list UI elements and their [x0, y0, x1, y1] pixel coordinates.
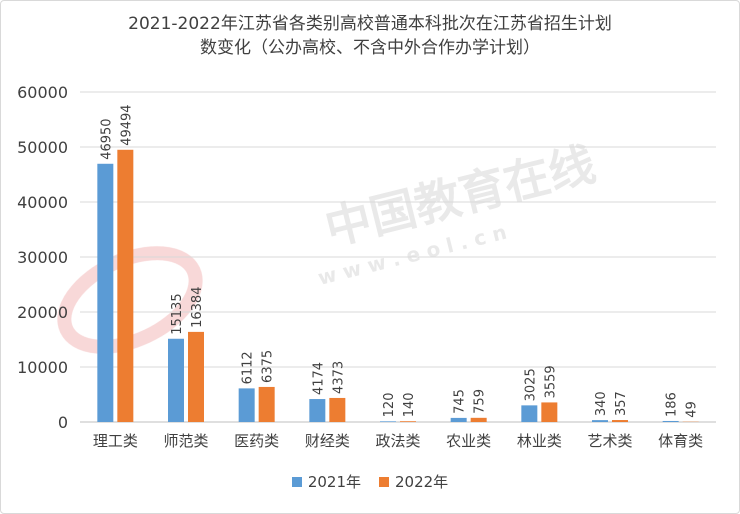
bar-2022年-农业类	[470, 417, 487, 422]
bar-2021年-理工类	[97, 163, 114, 422]
bar-2022年-财经类	[329, 397, 346, 422]
bar-2022年-医药类	[258, 386, 275, 422]
data-label-2022年-理工类: 49494	[119, 104, 134, 145]
legend: 2021年 2022年	[0, 471, 740, 492]
bar-2021年-农业类	[450, 417, 467, 422]
bar-2021年-体育类	[662, 420, 679, 422]
y-tick-label-0: 0	[58, 413, 68, 432]
legend-swatch-2022	[379, 476, 389, 487]
data-label-2021年-艺术类: 340	[594, 391, 609, 416]
bar-2022年-林业类	[541, 402, 558, 422]
legend-item-2022: 2022年	[379, 471, 448, 492]
data-label-2022年-财经类: 4373	[331, 361, 346, 394]
bar-2022年-师范类	[188, 331, 204, 422]
y-tick-label-30000: 30000	[17, 248, 68, 267]
data-label-2021年-理工类: 46950	[99, 118, 114, 159]
x-tick-label-3: 财经类	[305, 432, 350, 450]
x-tick-label-8: 体育类	[658, 432, 703, 450]
x-tick-label-7: 艺术类	[587, 432, 632, 450]
y-tick-label-40000: 40000	[17, 193, 68, 212]
data-label-2021年-医药类: 6112	[241, 351, 256, 384]
x-tick-label-2: 医药类	[234, 432, 279, 450]
y-tick-label-60000: 60000	[17, 83, 68, 102]
x-tick-label-0: 理工类	[93, 432, 138, 450]
bar-2021年-艺术类	[592, 420, 608, 422]
data-label-2021年-体育类: 186	[665, 392, 680, 417]
bar-2021年-林业类	[521, 405, 538, 422]
bar-2021年-师范类	[168, 338, 184, 422]
data-label-2021年-财经类: 4174	[311, 362, 326, 395]
data-label-2022年-医药类: 6375	[261, 350, 276, 383]
y-tick-label-10000: 10000	[17, 358, 68, 377]
y-tick-label-50000: 50000	[17, 138, 68, 157]
chart-title-line-1: 2021-2022年江苏省各类别高校普通本科批次在江苏省招生计划	[128, 14, 612, 34]
x-tick-label-1: 师范类	[163, 432, 208, 450]
legend-item-2021: 2021年	[291, 471, 361, 492]
bar-2021年-财经类	[309, 399, 326, 422]
x-tick-label-5: 农业类	[446, 432, 491, 450]
data-label-2022年-林业类: 3559	[543, 365, 558, 398]
legend-label-2021: 2021年	[307, 473, 361, 491]
data-label-2022年-农业类: 759	[473, 389, 488, 414]
bar-2021年-政法类	[380, 421, 396, 422]
bar-2022年-政法类	[400, 421, 416, 422]
data-label-2022年-政法类: 140	[402, 392, 417, 417]
legend-swatch-2021	[291, 476, 302, 487]
data-label-2021年-政法类: 120	[382, 393, 397, 418]
data-label-2021年-师范类: 15135	[170, 293, 185, 334]
bar-2022年-理工类	[117, 149, 134, 422]
y-tick-label-20000: 20000	[17, 303, 68, 322]
data-label-2021年-林业类: 3025	[523, 368, 538, 401]
legend-label-2022: 2022年	[395, 473, 449, 491]
data-label-2021年-农业类: 745	[453, 389, 468, 414]
bar-2021年-医药类	[238, 388, 255, 422]
data-label-2022年-师范类: 16384	[190, 287, 205, 328]
chart-title-line-2: 数变化（公办高校、不含中外合作办学计划）	[200, 38, 540, 58]
data-label-2022年-体育类: 49	[685, 401, 700, 418]
x-tick-label-6: 林业类	[517, 432, 562, 450]
bar-2022年-艺术类	[612, 420, 628, 422]
chart-title: 2021-2022年江苏省各类别高校普通本科批次在江苏省招生计划 数变化（公办高…	[0, 12, 740, 60]
x-tick-label-4: 政法类	[375, 432, 420, 450]
data-label-2022年-艺术类: 357	[614, 391, 629, 416]
